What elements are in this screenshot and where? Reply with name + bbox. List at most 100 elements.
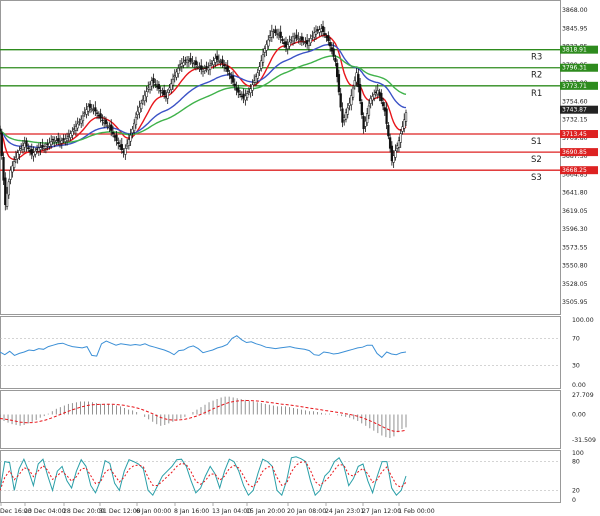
candle-body xyxy=(381,102,385,107)
candle-body xyxy=(145,91,148,98)
candle-body xyxy=(106,125,109,127)
candle-body xyxy=(344,112,348,120)
macd-tick-label: 0.00 xyxy=(572,411,586,418)
candle-body xyxy=(288,41,291,47)
candle-body xyxy=(364,120,367,127)
candle-body xyxy=(34,150,37,155)
level-badge-text: 3713.45 xyxy=(562,131,587,138)
level-label-s1: S1 xyxy=(531,137,542,147)
candle-body xyxy=(360,102,364,116)
candle-body xyxy=(256,72,259,79)
x-tick-label: 28 Dec 20:00 xyxy=(63,508,105,515)
candle-body xyxy=(101,119,104,122)
level-label-s2: S2 xyxy=(531,155,542,165)
candle-body xyxy=(397,140,401,148)
level-badge-r2 xyxy=(560,63,598,72)
candle-body xyxy=(300,36,304,41)
level-badge-r3 xyxy=(560,45,598,54)
candle-body xyxy=(260,60,263,69)
candle-body xyxy=(25,140,28,147)
x-tick-label: 31 Dec 12:00 xyxy=(99,508,141,515)
candle-body xyxy=(175,71,178,78)
candle-body xyxy=(265,44,268,51)
candle-body xyxy=(12,161,16,168)
candle-body xyxy=(194,60,198,66)
candle-body xyxy=(104,119,108,125)
level-label-s3: S3 xyxy=(531,173,542,183)
candle-body xyxy=(314,31,318,35)
stochastic-k-line xyxy=(0,456,407,497)
candle-body xyxy=(350,95,353,106)
candle-body xyxy=(18,150,21,155)
level-badge-text: 3773.71 xyxy=(562,83,587,90)
candle-body xyxy=(336,62,339,78)
candle-body xyxy=(231,75,235,83)
candle-body xyxy=(221,59,224,64)
candle-body xyxy=(191,62,194,64)
candle-body xyxy=(11,165,14,173)
price-tick-label: 3868.00 xyxy=(562,7,588,14)
candle-body xyxy=(392,155,395,163)
candle-body xyxy=(7,181,10,196)
x-tick-label: 8 Jan 16:00 xyxy=(174,508,209,515)
level-badge-text: 3796.31 xyxy=(562,65,587,72)
level-label-r2: R2 xyxy=(531,71,542,81)
candle-body xyxy=(380,92,383,102)
candle-body xyxy=(99,113,102,119)
price-tick-label: 3732.15 xyxy=(562,117,588,124)
x-tick-label: 27 Jan 12:00 xyxy=(362,508,401,515)
candle-body xyxy=(170,83,173,90)
candle-body xyxy=(353,80,356,86)
candle-body xyxy=(85,109,88,115)
x-tick-label: 15 Jan 20:00 xyxy=(246,508,285,515)
price-tick-label: 3709.80 xyxy=(562,135,588,142)
candle-body xyxy=(244,95,247,101)
stochastic-tick-label: 20 xyxy=(572,487,580,494)
candle-body xyxy=(366,113,369,124)
current-price-badge xyxy=(560,105,598,114)
price-pane: 3868.003845.953822.953799.953777.003754.… xyxy=(0,0,598,315)
candle-body xyxy=(148,84,152,90)
stochastic-tick-label: 0 xyxy=(572,497,576,504)
candle-body xyxy=(44,146,48,149)
candle-body xyxy=(159,90,162,92)
candle-body xyxy=(274,29,277,34)
level-badge-s2 xyxy=(560,148,598,157)
candle-body xyxy=(21,145,25,150)
candle-body xyxy=(295,34,298,39)
candle-body xyxy=(171,78,175,86)
candle-body xyxy=(339,93,342,108)
candle-body xyxy=(39,147,42,150)
candle-body xyxy=(71,130,74,136)
candle-body xyxy=(154,84,157,86)
level-label-r3: R3 xyxy=(531,53,542,63)
rsi-pane: 100.00 70 30 0.00 xyxy=(0,316,594,389)
candle-body xyxy=(69,133,72,138)
candle-body xyxy=(127,139,131,146)
candle-body xyxy=(74,126,78,131)
candle-body xyxy=(177,68,180,74)
candle-body xyxy=(226,66,229,72)
candle-body xyxy=(4,177,7,206)
x-tick-label: 1 Feb 00:00 xyxy=(398,508,435,515)
candle-body xyxy=(9,170,12,180)
price-tick-label: 3754.60 xyxy=(562,98,588,105)
level-badge-text: 3690.85 xyxy=(562,149,587,156)
candle-body xyxy=(115,134,118,142)
candle-body xyxy=(249,88,252,94)
price-pane-frame xyxy=(0,0,561,315)
candle-body xyxy=(394,150,397,158)
candle-body xyxy=(30,148,33,155)
candle-body xyxy=(120,144,123,151)
candle-body xyxy=(275,33,279,35)
candle-body xyxy=(399,133,402,143)
candle-body xyxy=(215,55,219,60)
rsi-tick-label: 0.00 xyxy=(572,382,586,389)
candle-body xyxy=(117,142,120,145)
macd-pane: 27.709 0.00 -31.509 xyxy=(0,390,596,449)
candle-body xyxy=(95,112,99,114)
candle-body xyxy=(385,108,388,124)
candle-body xyxy=(163,90,166,96)
candle-body xyxy=(41,144,44,148)
